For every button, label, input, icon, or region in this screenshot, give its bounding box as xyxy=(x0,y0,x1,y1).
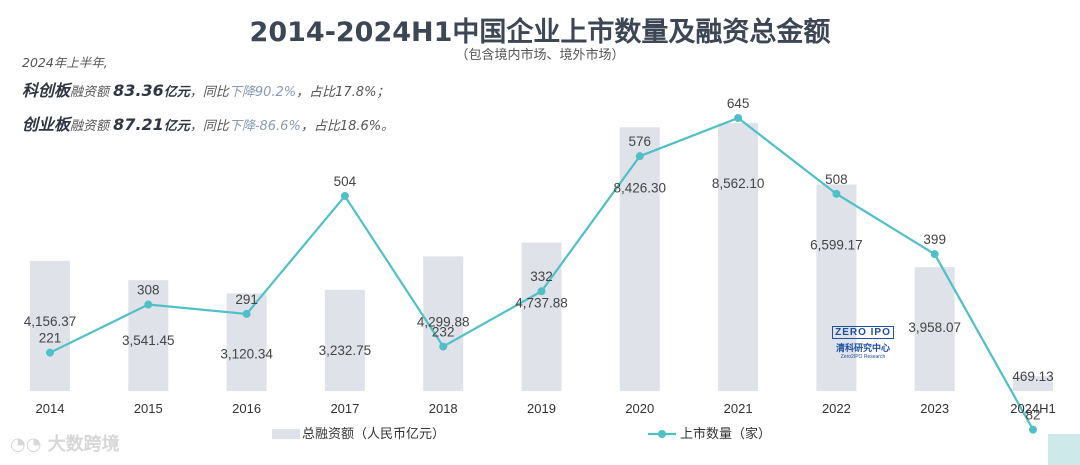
bar-2021 xyxy=(718,123,759,391)
bar-2019 xyxy=(521,242,562,391)
x-tick-2014: 2014 xyxy=(36,401,65,416)
bar-2024H1 xyxy=(1013,376,1053,391)
note-line-3: 创业板融资额 87.21亿元，同比下降-86.6%，占比18.6%。 xyxy=(22,108,394,142)
legend-line-label: 上市数量（家） xyxy=(680,426,771,442)
line-point-2024H1 xyxy=(1029,425,1037,434)
bar-label-2017: 3,232.75 xyxy=(319,343,372,358)
bar-label-2018: 4,299.88 xyxy=(417,314,470,329)
note-line-2: 科创板融资额 83.36亿元，同比下降90.2%，占比17.8%； xyxy=(22,74,394,108)
note-yoy-pre: ，同比 xyxy=(189,85,229,100)
logo-line-1: ZERO IPO xyxy=(832,326,894,339)
line-label-2018: 232 xyxy=(432,325,455,340)
line-label-2020: 576 xyxy=(629,134,652,149)
note-share: ，占比17.8%； xyxy=(296,85,390,100)
line-label-2023: 399 xyxy=(923,232,946,247)
line-label-2017: 504 xyxy=(334,174,357,189)
note-unit: 亿元 xyxy=(163,119,190,134)
x-tick-2024H1: 2024H1 xyxy=(1010,401,1056,416)
line-label-2024H1: 82 xyxy=(1025,408,1040,423)
note-amount: 87.21 xyxy=(113,115,164,134)
x-tick-2022: 2022 xyxy=(822,401,851,416)
line-label-2016: 291 xyxy=(235,292,258,307)
note-unit: 亿元 xyxy=(163,85,190,100)
note-label: 融资额 xyxy=(70,85,110,100)
bar-2016 xyxy=(226,293,267,391)
bar-2023 xyxy=(914,267,955,391)
line-point-2020 xyxy=(635,152,644,161)
line-label-2015: 308 xyxy=(137,283,160,298)
note-yoy-pre: ，同比 xyxy=(189,119,229,134)
bar-label-2015: 3,541.45 xyxy=(122,333,175,348)
chart-subtitle: （包含境内市场、境外市场） xyxy=(455,48,625,63)
x-tick-2023: 2023 xyxy=(920,401,949,416)
line-point-2016 xyxy=(242,309,251,318)
bar-2015 xyxy=(128,280,169,391)
chart-title: 2014-2024H1中国企业上市数量及融资总金额 xyxy=(249,17,831,48)
bar-label-2019: 4,737.88 xyxy=(515,296,568,311)
legend-bar-swatch xyxy=(272,429,300,439)
x-tick-2018: 2018 xyxy=(429,401,458,416)
bar-label-2023: 3,958.07 xyxy=(908,320,961,335)
line-point-2019 xyxy=(537,287,546,296)
zero2ipo-logo: ZERO IPO 清科研究中心 Zero2IPO Research xyxy=(832,322,894,360)
notes-block: 2024年上半年, 科创板融资额 83.36亿元，同比下降90.2%，占比17.… xyxy=(22,52,394,142)
watermark: ◔◔ 大数跨境 xyxy=(10,430,120,456)
bar-2014 xyxy=(30,260,70,391)
bar-label-2024H1: 469.13 xyxy=(1012,369,1053,384)
bar-label-2014: 4,156.37 xyxy=(24,314,77,329)
note-yoy: 下降-86.6% xyxy=(228,119,301,134)
logo-line-3: Zero2IPO Research xyxy=(840,354,886,360)
watermark-text: 大数跨境 xyxy=(47,434,120,455)
bar-label-2022: 6,599.17 xyxy=(810,237,863,252)
line-point-2015 xyxy=(144,300,153,309)
legend-line-marker xyxy=(658,430,666,438)
line-label-2014: 221 xyxy=(39,331,62,346)
bar-2017 xyxy=(324,289,365,391)
logo-line-2: 清科研究中心 xyxy=(835,343,890,353)
line-point-2022 xyxy=(832,189,841,198)
x-tick-2021: 2021 xyxy=(724,401,753,416)
x-tick-2016: 2016 xyxy=(232,401,261,416)
bar-2020 xyxy=(619,127,660,391)
corner-tab xyxy=(1048,434,1080,465)
line-point-2017 xyxy=(340,192,349,201)
bar-label-2016: 3,120.34 xyxy=(220,346,273,361)
note-label: 融资额 xyxy=(70,119,110,134)
note-amount: 83.36 xyxy=(113,81,164,100)
note-yoy: 下降90.2% xyxy=(228,85,297,100)
x-tick-2019: 2019 xyxy=(527,401,556,416)
bar-label-2021: 8,562.10 xyxy=(712,176,765,191)
x-tick-2020: 2020 xyxy=(625,401,654,416)
x-tick-2015: 2015 xyxy=(134,401,163,416)
bar-2018 xyxy=(423,256,464,391)
note-line-1: 2024年上半年, xyxy=(22,55,108,70)
note-board: 科创板 xyxy=(22,81,71,100)
line-point-2021 xyxy=(734,113,743,122)
x-tick-2017: 2017 xyxy=(330,401,359,416)
line-label-2019: 332 xyxy=(530,269,553,284)
line-label-2021: 645 xyxy=(727,96,750,111)
line-point-2014 xyxy=(46,348,54,357)
line-point-2023 xyxy=(930,250,939,259)
note-board: 创业板 xyxy=(22,115,71,134)
legend-bar-label: 总融资额（人民币亿元） xyxy=(302,427,445,442)
line-label-2022: 508 xyxy=(825,172,848,187)
watermark-icon: ◔◔ xyxy=(10,434,48,455)
note-share: ，占比18.6%。 xyxy=(300,119,395,134)
line-point-2018 xyxy=(439,342,448,351)
bar-2022 xyxy=(816,184,857,391)
bar-label-2020: 8,426.30 xyxy=(614,180,667,195)
